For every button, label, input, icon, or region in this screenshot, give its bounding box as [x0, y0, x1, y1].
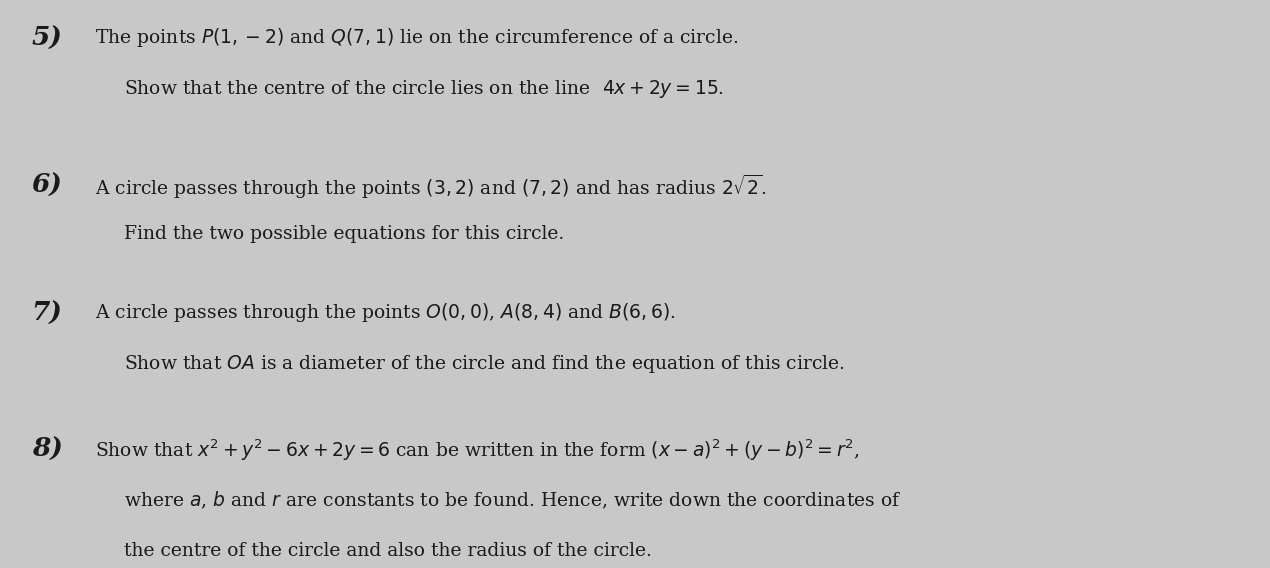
Text: Show that $OA$ is a diameter of the circle and find the equation of this circle.: Show that $OA$ is a diameter of the circ…	[124, 353, 846, 375]
Text: Show that $x^2 + y^2 - 6x + 2y = 6$ can be written in the form $(x - a)^2 + (y -: Show that $x^2 + y^2 - 6x + 2y = 6$ can …	[95, 437, 860, 463]
Text: The points $P(1, -2)$ and $Q(7, 1)$ lie on the circumference of a circle.: The points $P(1, -2)$ and $Q(7, 1)$ lie …	[95, 26, 739, 48]
Text: the centre of the circle and also the radius of the circle.: the centre of the circle and also the ra…	[124, 542, 653, 560]
Text: Find the two possible equations for this circle.: Find the two possible equations for this…	[124, 225, 565, 244]
Text: 8): 8)	[32, 437, 62, 462]
Text: 7): 7)	[32, 301, 62, 326]
Text: where $a$, $b$ and $r$ are constants to be found. Hence, write down the coordina: where $a$, $b$ and $r$ are constants to …	[124, 490, 902, 511]
Text: 5): 5)	[32, 26, 62, 51]
Text: Show that the centre of the circle lies on the line  $4x + 2y = 15$.: Show that the centre of the circle lies …	[124, 78, 725, 100]
Text: 6): 6)	[32, 173, 62, 198]
Text: A circle passes through the points $(3, 2)$ and $(7, 2)$ and has radius $2\sqrt{: A circle passes through the points $(3, …	[95, 173, 767, 202]
Text: A circle passes through the points $O(0, 0)$, $A(8, 4)$ and $B(6, 6)$.: A circle passes through the points $O(0,…	[95, 301, 676, 324]
